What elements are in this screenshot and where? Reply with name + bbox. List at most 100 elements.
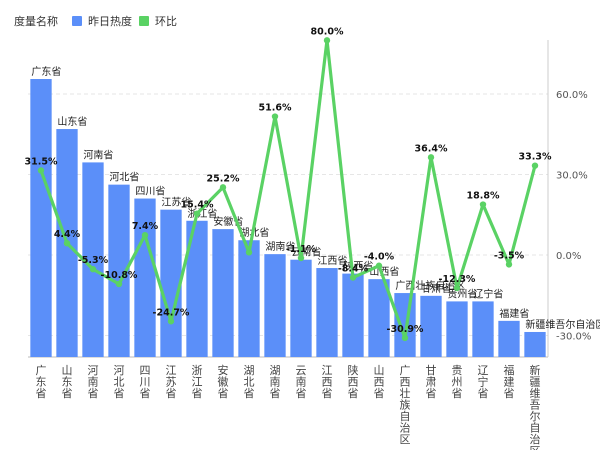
bar[interactable] xyxy=(420,295,442,357)
line-point[interactable] xyxy=(505,261,513,268)
line-point[interactable] xyxy=(63,239,71,247)
line-point[interactable] xyxy=(323,37,331,44)
right-axis-ticks: 60.0% 30.0% 0.0% -30.0% xyxy=(556,90,591,343)
line-label: 33.3% xyxy=(519,152,552,163)
bar[interactable] xyxy=(342,273,364,357)
bar-label: 福建省 xyxy=(499,307,529,320)
line-label: 18.8% xyxy=(467,191,500,202)
bar[interactable] xyxy=(238,240,260,357)
line-point[interactable] xyxy=(167,318,175,325)
legend: 度量名称 昨日热度 环比 xyxy=(14,14,177,28)
x-tick-label: 江苏省 xyxy=(166,364,177,400)
right-tick-label: 30.0% xyxy=(556,171,588,182)
bar[interactable] xyxy=(108,184,130,357)
bar-label: 甘肃省 xyxy=(421,282,451,295)
bar[interactable] xyxy=(186,220,208,357)
line-label: 51.6% xyxy=(259,103,292,114)
right-tick-label: 60.0% xyxy=(556,90,588,101)
bar-label: 河南省 xyxy=(83,148,113,161)
legend-title: 度量名称 xyxy=(14,14,58,28)
line-label: -4.0% xyxy=(364,252,395,263)
line-point[interactable] xyxy=(115,280,123,288)
x-tick-label: 陕西省 xyxy=(348,363,359,400)
bar-label: 四川省 xyxy=(135,185,165,198)
bar-label: 河北省 xyxy=(109,171,139,184)
x-tick-label: 广东省 xyxy=(36,364,47,400)
x-tick-label: 河北省 xyxy=(114,364,125,400)
line-series xyxy=(37,37,539,342)
x-tick-labels: 广东省 山东省 河南省 河北省 四川省 江苏省 浙江省 安徽省 湖北省 湖南省 云南省 江西省 陕西省 山… xyxy=(36,363,541,450)
x-tick-label: 甘肃省 xyxy=(426,364,437,400)
line-point[interactable] xyxy=(297,254,305,262)
bar-label: 辽宁省 xyxy=(473,287,503,300)
bar[interactable] xyxy=(264,254,286,357)
bar-label: 江西省 xyxy=(317,254,347,267)
bar-label: 江苏省 xyxy=(161,196,191,209)
bar-label: 贵州省 xyxy=(447,287,477,300)
line-point[interactable] xyxy=(479,201,487,208)
x-tick-label: 四川省 xyxy=(140,364,151,400)
line-point[interactable] xyxy=(401,334,409,342)
x-tick-label: 山东省 xyxy=(62,364,73,400)
bar[interactable] xyxy=(134,198,156,357)
line-label: 36.4% xyxy=(415,143,448,154)
bar-label: 新疆维吾尔自治区 xyxy=(525,318,600,331)
x-tick-label: 云南省 xyxy=(296,364,307,400)
bar[interactable] xyxy=(524,331,546,357)
x-tick-label: 江西省 xyxy=(322,364,333,400)
bar-series xyxy=(30,79,546,357)
line-point[interactable] xyxy=(37,167,45,174)
bar[interactable] xyxy=(160,209,182,357)
bar-label: 山东省 xyxy=(57,115,87,128)
bar[interactable] xyxy=(368,279,390,357)
line-point[interactable] xyxy=(193,210,201,217)
x-tick-label: 广西壮族自治区 xyxy=(400,364,411,446)
line-point[interactable] xyxy=(141,231,149,239)
x-tick-label: 贵州省 xyxy=(452,364,463,400)
bar[interactable] xyxy=(498,320,520,357)
line-point[interactable] xyxy=(89,266,97,273)
bar[interactable] xyxy=(446,301,468,357)
legend-swatch-bars xyxy=(72,16,82,26)
bar[interactable] xyxy=(316,268,338,357)
line-label: 15.4% xyxy=(181,200,214,211)
x-tick-label: 安徽省 xyxy=(218,363,229,400)
x-tick-label: 湖北省 xyxy=(244,364,255,400)
line-label: -8.4% xyxy=(338,264,369,275)
bar[interactable] xyxy=(472,301,494,357)
bar[interactable] xyxy=(290,259,312,357)
x-tick-label: 山西省 xyxy=(374,364,385,400)
line-point[interactable] xyxy=(271,113,279,120)
bar-label: 广东省 xyxy=(31,65,61,78)
line-label: -3.5% xyxy=(494,250,525,261)
x-tick-label: 福建省 xyxy=(504,363,515,400)
line-label: 80.0% xyxy=(311,26,344,37)
legend-item-line[interactable]: 环比 xyxy=(155,15,177,28)
line-path xyxy=(39,38,537,340)
line-point[interactable] xyxy=(531,162,539,169)
x-tick-label: 浙江省 xyxy=(192,364,203,400)
line-point[interactable] xyxy=(427,154,435,161)
line-point[interactable] xyxy=(245,249,253,256)
line-label: -10.8% xyxy=(101,270,138,281)
line-point[interactable] xyxy=(453,284,461,292)
bar[interactable] xyxy=(212,229,234,357)
line-label: -1.1% xyxy=(286,244,317,255)
line-label: -30.9% xyxy=(387,324,424,335)
line-point[interactable] xyxy=(219,184,227,191)
line-label: 7.4% xyxy=(132,221,159,232)
line-label: -24.7% xyxy=(153,307,190,318)
right-tick-label: -30.0% xyxy=(556,332,591,343)
bar[interactable] xyxy=(30,79,52,357)
legend-swatch-line xyxy=(139,16,149,26)
x-tick-label: 辽宁省 xyxy=(478,364,489,400)
line-point[interactable] xyxy=(349,274,357,281)
right-tick-label: 0.0% xyxy=(556,251,581,262)
line-label: 31.5% xyxy=(25,156,58,167)
line-point[interactable] xyxy=(375,262,383,269)
line-labels: 31.5% 4.4% -5.3% -10.8% 7.4% -24.7% 15.4% 25.2%… xyxy=(25,26,552,335)
bar-label: 湖南省 xyxy=(265,240,295,253)
bar[interactable] xyxy=(82,162,104,357)
legend-item-bars[interactable]: 昨日热度 xyxy=(88,14,132,28)
